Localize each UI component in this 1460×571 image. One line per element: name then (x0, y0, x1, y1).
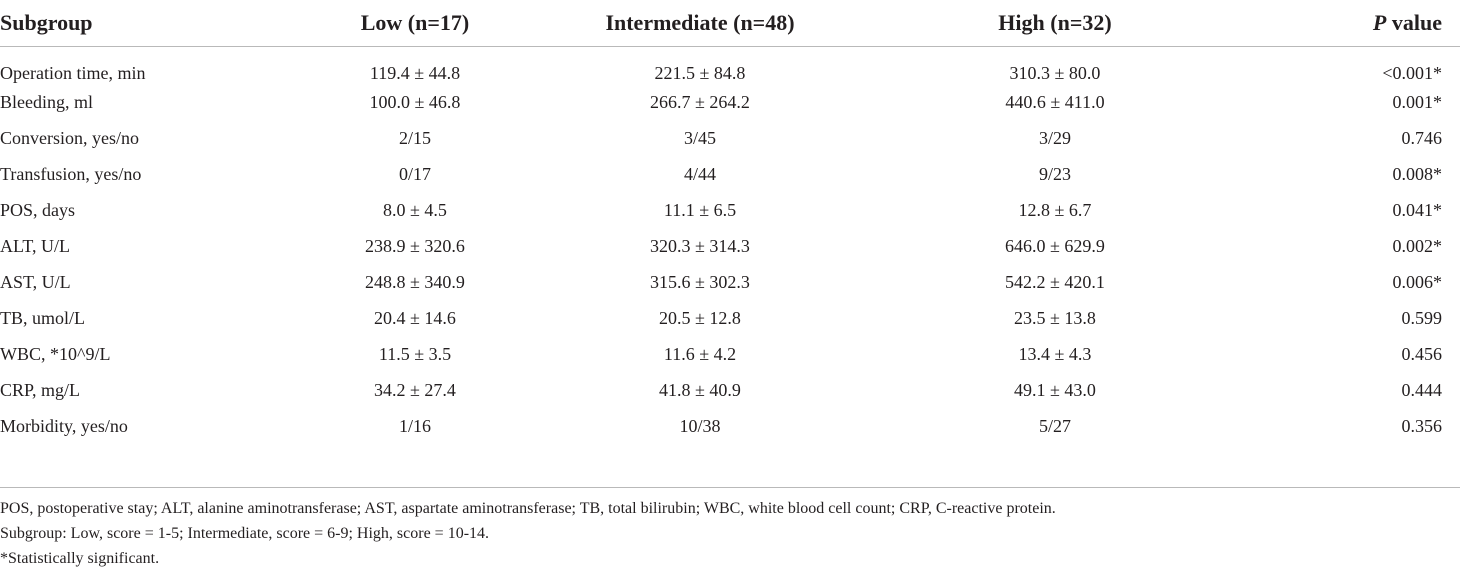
results-table: Subgroup Low (n=17) Intermediate (n=48) … (0, 0, 1460, 457)
row-label: WBC, *10^9/L (0, 343, 111, 364)
table-row: POS, days 8.0 ± 4.5 11.1 ± 6.5 12.8 ± 6.7 0.… (0, 192, 1460, 228)
row-label: Conversion, yes/no (0, 127, 139, 148)
p-value: <0.001* (1382, 62, 1442, 83)
low-value: 11.5 ± 3.5 (378, 343, 452, 364)
intermediate-value: 41.8 ± 40.9 (659, 379, 741, 400)
high-value: 542.2 ± 420.1 (1005, 271, 1105, 292)
p-value: 0.002* (1392, 235, 1443, 256)
low-value: 2/15 (398, 127, 431, 148)
column-header-low: Low (n=17) (290, 0, 540, 47)
row-label: Operation time, min (0, 62, 146, 83)
low-value: 248.8 ± 340.9 (365, 271, 465, 292)
intermediate-value: 11.6 ± 4.2 (663, 343, 737, 364)
intermediate-value: 3/45 (683, 127, 716, 148)
high-value: 5/27 (1038, 415, 1071, 436)
table-row: TB, umol/L 20.4 ± 14.6 20.5 ± 12.8 23.5 ± 1… (0, 300, 1460, 336)
high-value: 49.1 ± 43.0 (1014, 379, 1096, 400)
low-value: 0/17 (398, 163, 431, 184)
results-table-container: Subgroup Low (n=17) Intermediate (n=48) … (0, 0, 1460, 457)
table-row: Morbidity, yes/no 1/16 10/38 5/27 0.356 (0, 408, 1460, 456)
low-value: 8.0 ± 4.5 (383, 199, 447, 220)
row-label: AST, U/L (0, 271, 71, 292)
high-value: 440.6 ± 411.0 (1005, 91, 1105, 112)
high-value: 13.4 ± 4.3 (1018, 343, 1092, 364)
row-label: Transfusion, yes/no (0, 163, 142, 184)
row-label: TB, umol/L (0, 307, 85, 328)
table-row: Transfusion, yes/no 0/17 4/44 9/23 0.008* (0, 156, 1460, 192)
column-header-p-value: P value (1250, 0, 1460, 47)
low-value: 100.0 ± 46.8 (369, 91, 461, 112)
p-value: 0.444 (1401, 379, 1443, 400)
table-row: Operation time, min 119.4 ± 44.8 221.5 ± 8… (0, 47, 1460, 85)
high-value: 12.8 ± 6.7 (1018, 199, 1092, 220)
row-label: Morbidity, yes/no (0, 415, 128, 436)
p-value: 0.008* (1392, 163, 1443, 184)
p-value: 0.456 (1401, 343, 1443, 364)
table-header-row: Subgroup Low (n=17) Intermediate (n=48) … (0, 0, 1460, 47)
footnote-abbreviations: POS, postoperative stay; ALT, alanine am… (0, 500, 1056, 517)
intermediate-value: 20.5 ± 12.8 (659, 307, 741, 328)
table-body: Operation time, min 119.4 ± 44.8 221.5 ± 8… (0, 47, 1460, 457)
footnote-significance: *Statistically significant. (0, 550, 160, 567)
row-label: ALT, U/L (0, 235, 70, 256)
low-value: 20.4 ± 14.6 (374, 307, 456, 328)
intermediate-value: 10/38 (679, 415, 721, 436)
row-label: Bleeding, ml (0, 91, 93, 112)
high-value: 23.5 ± 13.8 (1014, 307, 1096, 328)
high-value: 646.0 ± 629.9 (1005, 235, 1105, 256)
intermediate-value: 266.7 ± 264.2 (650, 91, 750, 112)
row-label: CRP, mg/L (0, 379, 81, 400)
intermediate-value: 221.5 ± 84.8 (654, 62, 746, 83)
row-label: POS, days (0, 199, 76, 220)
table-row: Bleeding, ml 100.0 ± 46.8 266.7 ± 264.2 440… (0, 84, 1460, 120)
table-footnotes: POS, postoperative stay; ALT, alanine am… (0, 496, 1460, 571)
p-value: 0.746 (1401, 127, 1443, 148)
table-row: AST, U/L 248.8 ± 340.9 315.6 ± 302.3 542.2 … (0, 264, 1460, 300)
p-value: 0.001* (1392, 91, 1443, 112)
low-value: 238.9 ± 320.6 (365, 235, 465, 256)
low-value: 119.4 ± 44.8 (369, 62, 461, 83)
column-header-high: High (n=32) (860, 0, 1250, 47)
column-header-intermediate: Intermediate (n=48) (540, 0, 860, 47)
intermediate-value: 4/44 (683, 163, 716, 184)
table-row: ALT, U/L 238.9 ± 320.6 320.3 ± 314.3 646.0 … (0, 228, 1460, 264)
high-value: 310.3 ± 80.0 (1009, 62, 1101, 83)
table-row: CRP, mg/L 34.2 ± 27.4 41.8 ± 40.9 49.1 ± 43… (0, 372, 1460, 408)
p-value: 0.006* (1392, 271, 1443, 292)
table-row: WBC, *10^9/L 11.5 ± 3.5 11.6 ± 4.2 13.4 ± 4… (0, 336, 1460, 372)
high-value: 3/29 (1038, 127, 1071, 148)
p-value: 0.356 (1401, 415, 1443, 436)
table-row: Conversion, yes/no 2/15 3/45 3/29 0.746 (0, 120, 1460, 156)
table-bottom-rule (0, 487, 1460, 488)
footnote-subgroup: Subgroup: Low, score = 1-5; Intermediate… (0, 525, 490, 542)
column-header-subgroup: Subgroup (0, 0, 290, 47)
low-value: 34.2 ± 27.4 (374, 379, 456, 400)
intermediate-value: 320.3 ± 314.3 (650, 235, 750, 256)
high-value: 9/23 (1038, 163, 1071, 184)
p-value: 0.599 (1401, 307, 1443, 328)
low-value: 1/16 (398, 415, 431, 436)
p-value: 0.041* (1392, 199, 1443, 220)
intermediate-value: 11.1 ± 6.5 (663, 199, 737, 220)
intermediate-value: 315.6 ± 302.3 (650, 271, 750, 292)
